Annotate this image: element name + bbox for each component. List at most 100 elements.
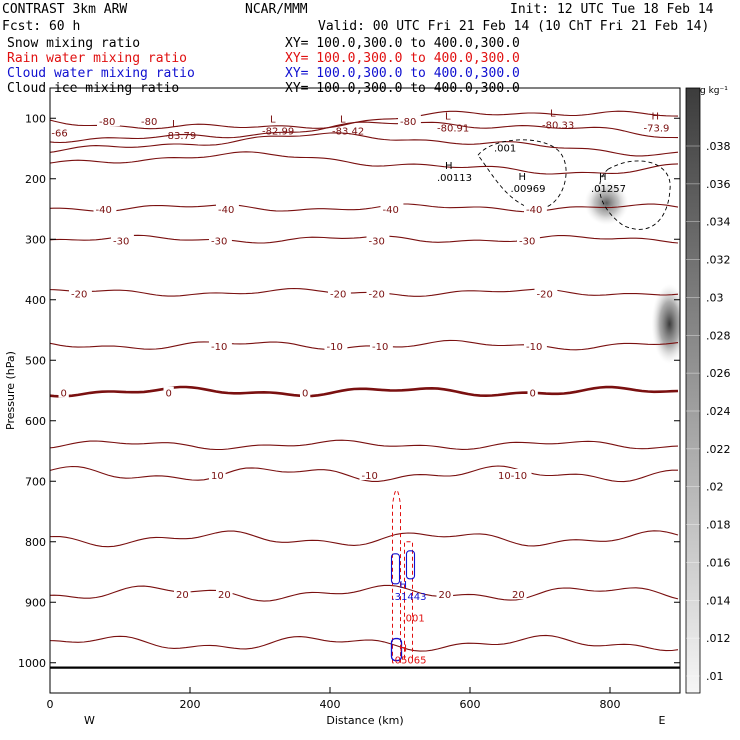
temperature-contour-m50 bbox=[50, 132, 679, 157]
contour-label-bg bbox=[398, 115, 421, 127]
extremum-marker-l: L bbox=[340, 114, 346, 125]
extremum-marker-h: H bbox=[445, 161, 453, 172]
temperature-contour-label: -80 bbox=[141, 117, 157, 128]
colorbar-tick-label: .016 bbox=[706, 556, 731, 569]
colorbar-tick-label: .024 bbox=[706, 405, 731, 418]
temperature-contour-label: -10 bbox=[327, 342, 343, 353]
temperature-contour-label: -10 bbox=[526, 342, 542, 353]
extremum-marker-h: H bbox=[519, 172, 527, 183]
y-tick-label: 700 bbox=[25, 475, 46, 488]
contour-label-bg bbox=[324, 340, 348, 352]
contour-label-bg bbox=[139, 115, 162, 127]
y-tick-label: 200 bbox=[25, 173, 46, 186]
contour-label-bg bbox=[209, 468, 226, 480]
y-tick-label: 600 bbox=[25, 415, 46, 428]
y-tick-label: 400 bbox=[25, 294, 46, 307]
extremum-value: .00113 bbox=[437, 173, 472, 184]
temperature-contour-label: 0 bbox=[530, 389, 536, 400]
extremum-value: -83.42 bbox=[332, 126, 364, 137]
extremum-marker-l: L bbox=[270, 114, 276, 125]
y-tick-label: 900 bbox=[25, 596, 46, 609]
temperature-contour-label: -20 bbox=[71, 289, 87, 300]
temperature-contour-label: -30 bbox=[211, 236, 227, 247]
colorbar-tick-label: .028 bbox=[706, 329, 731, 342]
x-tick-label: 600 bbox=[460, 698, 481, 711]
contour-label-bg bbox=[524, 202, 547, 214]
temperature-contour-label: -66 bbox=[51, 129, 67, 140]
x-end-west: W bbox=[84, 714, 95, 727]
contour-label-bg bbox=[380, 202, 404, 214]
legend-snow-xy: XY= 100.0,300.0 to 400.0,300.0 bbox=[285, 36, 520, 51]
extremum-value: -82.99 bbox=[262, 126, 294, 137]
temperature-contour-label: -40 bbox=[383, 205, 399, 216]
contour-layer bbox=[50, 110, 680, 669]
colorbar-scale bbox=[685, 87, 701, 694]
temperature-contour-m80 bbox=[50, 110, 679, 130]
model-title: CONTRAST 3km ARW bbox=[2, 2, 128, 17]
extremum-marker-h: H bbox=[652, 111, 660, 122]
legend-cloudwater-name: Cloud water mixing ratio bbox=[7, 66, 195, 81]
colorbar-tick-label: .032 bbox=[706, 254, 731, 267]
extremum-value: .31443 bbox=[392, 592, 427, 603]
rain-mixing-contour-outer bbox=[392, 489, 401, 663]
y-tick-label: 100 bbox=[25, 112, 46, 125]
snow-contour-label: .001 bbox=[494, 143, 516, 154]
extremum-value: -80.33 bbox=[542, 120, 574, 131]
y-axis-label: Pressure (hPa) bbox=[4, 351, 17, 430]
extremum-marker-h: H bbox=[400, 580, 408, 591]
x-end-east: E bbox=[659, 714, 666, 727]
colorbar-tick-label: .03 bbox=[706, 291, 724, 304]
extremum-marker-h: H bbox=[400, 644, 408, 655]
colorbar-tick-label: .01 bbox=[706, 670, 724, 683]
x-tick-label: 400 bbox=[320, 698, 341, 711]
contour-label-bg bbox=[300, 386, 311, 398]
temperature-contour-label: -20 bbox=[369, 289, 385, 300]
extremum-value: .01257 bbox=[591, 184, 626, 195]
contour-label-bg bbox=[50, 126, 73, 138]
contour-label-bg bbox=[93, 202, 117, 214]
colorbar-tick-label: .036 bbox=[706, 178, 731, 191]
extremum-value: .05065 bbox=[392, 656, 427, 667]
colorbar-tick-label: .038 bbox=[706, 140, 731, 153]
temperature-contour-25 bbox=[50, 634, 679, 652]
temperature-contour-m70 bbox=[50, 121, 679, 144]
temperature-contour-label: -40 bbox=[218, 205, 234, 216]
cloud-ice-shading-1 bbox=[651, 283, 680, 364]
temperature-contour-label: -80 bbox=[99, 117, 115, 128]
temperature-contour-label: -10 bbox=[372, 342, 388, 353]
temperature-contour-label: -20 bbox=[537, 289, 553, 300]
temperature-contour-label: 10-10 bbox=[498, 471, 527, 482]
init-time: Init: 12 UTC Tue 18 Feb 14 bbox=[510, 2, 714, 17]
contour-label-bg bbox=[527, 386, 538, 398]
temperature-contour-label: 10 bbox=[211, 471, 224, 482]
temperature-contour-label: -30 bbox=[113, 236, 129, 247]
extremum-value: -80.91 bbox=[437, 123, 469, 134]
temperature-contour-label: -80 bbox=[400, 117, 416, 128]
colorbar-tick-label: .034 bbox=[706, 216, 731, 229]
y-tick-label: 500 bbox=[25, 354, 46, 367]
colorbar-tick-label: .018 bbox=[706, 519, 731, 532]
contour-label-bg bbox=[534, 287, 558, 299]
contour-label-layer: -80 -80 -80 -66 -40 -40 -40 -40 -30 -30 -30 -30 -20 -… bbox=[50, 108, 670, 667]
temperature-contour-label: 20 bbox=[176, 590, 189, 601]
valid-time: Valid: 00 UTC Fri 21 Feb 14 (10 ChT Fri … bbox=[318, 19, 710, 34]
temperature-contour-label: -10 bbox=[211, 342, 227, 353]
plot-frame bbox=[49, 87, 681, 694]
contour-label-bg bbox=[216, 588, 233, 600]
temperature-contour-label: -30 bbox=[519, 236, 535, 247]
temperature-contour-15 bbox=[50, 530, 679, 548]
contour-label-bg bbox=[370, 340, 393, 352]
temperature-contour-label: 0 bbox=[166, 389, 172, 400]
extremum-value: -73.9 bbox=[644, 123, 670, 134]
colorbar-tick-label: .026 bbox=[706, 367, 731, 380]
x-tick-label: 200 bbox=[180, 698, 201, 711]
contour-label-bg bbox=[366, 234, 390, 246]
extremum-value: -83.79 bbox=[164, 131, 196, 142]
extremum-marker-l: L bbox=[550, 108, 556, 119]
x-axis-label: Distance (km) bbox=[326, 714, 403, 727]
contour-label-bg bbox=[209, 234, 232, 246]
contour-label-bg bbox=[69, 287, 92, 299]
legend-cloudice-xy: XY= 100.0,300.0 to 400.0,300.0 bbox=[285, 81, 520, 96]
